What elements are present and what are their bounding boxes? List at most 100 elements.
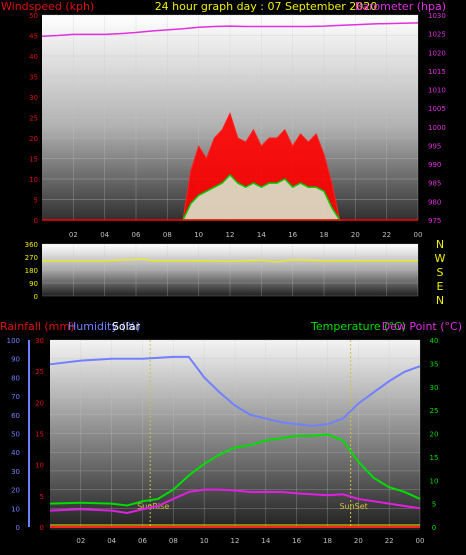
rainfall-tick-label: 5 xyxy=(40,493,44,501)
humidity-tick-label: 100 xyxy=(7,337,20,345)
temperature-axis-label: Temperature (°C) xyxy=(310,320,406,333)
barometer-tick-label: 975 xyxy=(428,217,441,225)
x-tick-label: 00 xyxy=(414,231,423,239)
direction-tick-label: 0 xyxy=(34,293,38,301)
direction-tick-label: 270 xyxy=(25,254,38,262)
windspeed-tick-label: 0 xyxy=(34,217,38,225)
humidity-tick-label: 20 xyxy=(11,487,20,495)
x-tick-label: 14 xyxy=(261,537,270,545)
x-tick-label: 06 xyxy=(138,537,147,545)
temperature-tick-label: 20 xyxy=(430,431,439,439)
windspeed-tick-label: 30 xyxy=(29,94,38,102)
x-tick-label: 22 xyxy=(382,231,391,239)
x-tick-label: 16 xyxy=(288,231,297,239)
temperature-tick-label: 15 xyxy=(430,454,439,462)
windspeed-tick-label: 20 xyxy=(29,135,38,143)
x-tick-label: 14 xyxy=(257,231,266,239)
humidity-tick-label: 80 xyxy=(11,374,20,382)
windspeed-tick-label: 15 xyxy=(29,156,38,164)
rainfall-axis-label: Rainfall (mm) xyxy=(0,320,74,333)
barometer-series-line xyxy=(41,22,419,37)
compass-label: N xyxy=(436,238,444,251)
barometer-tick-label: 985 xyxy=(428,180,441,188)
humidity-axis-label: Humidity (%) xyxy=(68,320,140,333)
humidity-tick-label: 70 xyxy=(11,393,20,401)
temperature-tick-label: 35 xyxy=(430,360,439,368)
dewpoint-series-line xyxy=(49,488,421,514)
temperature-series-line xyxy=(49,433,421,507)
compass-label: W xyxy=(435,252,446,265)
humidity-tick-label: 40 xyxy=(11,449,20,457)
x-tick-label: 18 xyxy=(323,537,332,545)
x-tick-label: 04 xyxy=(100,231,109,239)
x-tick-label: 02 xyxy=(76,537,85,545)
x-tick-label: 12 xyxy=(226,231,235,239)
direction-tick-label: 180 xyxy=(25,267,38,275)
humidity-tick-label: 10 xyxy=(11,505,20,513)
barometer-tick-label: 1025 xyxy=(428,31,446,39)
humidity-series-line xyxy=(49,355,421,428)
windspeed-tick-label: 25 xyxy=(29,115,38,123)
temperature-tick-label: 0 xyxy=(432,524,436,532)
windspeed-tick-label: 50 xyxy=(29,12,38,20)
barometer-tick-label: 995 xyxy=(428,142,441,150)
average-series-area xyxy=(181,173,342,221)
x-tick-label: 16 xyxy=(292,537,301,545)
x-tick-label: 04 xyxy=(107,537,116,545)
x-tick-label: 20 xyxy=(354,537,363,545)
humidity-tick-label: 0 xyxy=(16,524,20,532)
barometer-tick-label: 1005 xyxy=(428,105,446,113)
barometer-tick-label: 1015 xyxy=(428,68,446,76)
humidity-tick-label: 30 xyxy=(11,468,20,476)
sun-marker-label: SunSet xyxy=(339,502,367,511)
x-tick-label: 22 xyxy=(385,537,394,545)
x-tick-label: 10 xyxy=(194,231,203,239)
rainfall-tick-label: 10 xyxy=(35,462,44,470)
temperature-tick-label: 25 xyxy=(430,407,439,415)
direction-tick-label: 360 xyxy=(25,241,38,249)
windspeed-axis-label: Windspeed (kph) xyxy=(1,0,94,13)
humidity-tick-label: 60 xyxy=(11,412,20,420)
temperature-tick-label: 30 xyxy=(430,384,439,392)
windspeed-tick-label: 35 xyxy=(29,74,38,82)
rainfall-tick-label: 25 xyxy=(35,368,44,376)
rainfall-tick-label: 0 xyxy=(40,524,44,532)
compass-label: N xyxy=(436,294,444,307)
barometer-tick-label: 1010 xyxy=(428,87,446,95)
barometer-tick-label: 990 xyxy=(428,161,441,169)
windspeed-tick-label: 10 xyxy=(29,176,38,184)
humidity-tick-label: 90 xyxy=(11,356,20,364)
humidity-tick-label: 50 xyxy=(11,431,20,439)
x-tick-label: 02 xyxy=(69,231,78,239)
rainfall-tick-label: 30 xyxy=(35,337,44,345)
windspeed-tick-label: 5 xyxy=(34,197,38,205)
rainfall-tick-label: 15 xyxy=(35,431,44,439)
x-tick-label: 12 xyxy=(231,537,240,545)
x-tick-label: 10 xyxy=(200,537,209,545)
x-tick-label: 18 xyxy=(320,231,329,239)
compass-label: S xyxy=(437,266,444,279)
direction-tick-label: 90 xyxy=(29,280,38,288)
x-tick-label: 00 xyxy=(416,537,425,545)
solar-axis-label: Solar xyxy=(112,320,141,333)
temperature-tick-label: 40 xyxy=(430,337,439,345)
wind-direction-series xyxy=(41,258,418,263)
dewpoint-axis-label: Dew Point (°C) xyxy=(382,320,462,333)
barometer-axis-label: Barometer (hpa) xyxy=(355,0,446,13)
rainfall-tick-label: 20 xyxy=(35,399,44,407)
x-tick-label: 08 xyxy=(163,231,172,239)
compass-label: E xyxy=(437,280,444,293)
barometer-tick-label: 980 xyxy=(428,198,441,206)
barometer-tick-label: 1020 xyxy=(428,49,446,57)
x-tick-label: 20 xyxy=(351,231,360,239)
x-tick-label: 08 xyxy=(169,537,178,545)
barometer-tick-label: 1000 xyxy=(428,124,446,132)
temperature-tick-label: 10 xyxy=(430,477,439,485)
windspeed-tick-label: 40 xyxy=(29,53,38,61)
chart-title: 24 hour graph day : 07 September 2020 xyxy=(155,0,378,13)
temperature-tick-label: 5 xyxy=(432,501,436,509)
windspeed-tick-label: 45 xyxy=(29,33,38,41)
barometer-tick-label: 1030 xyxy=(428,12,446,20)
x-tick-label: 06 xyxy=(132,231,141,239)
